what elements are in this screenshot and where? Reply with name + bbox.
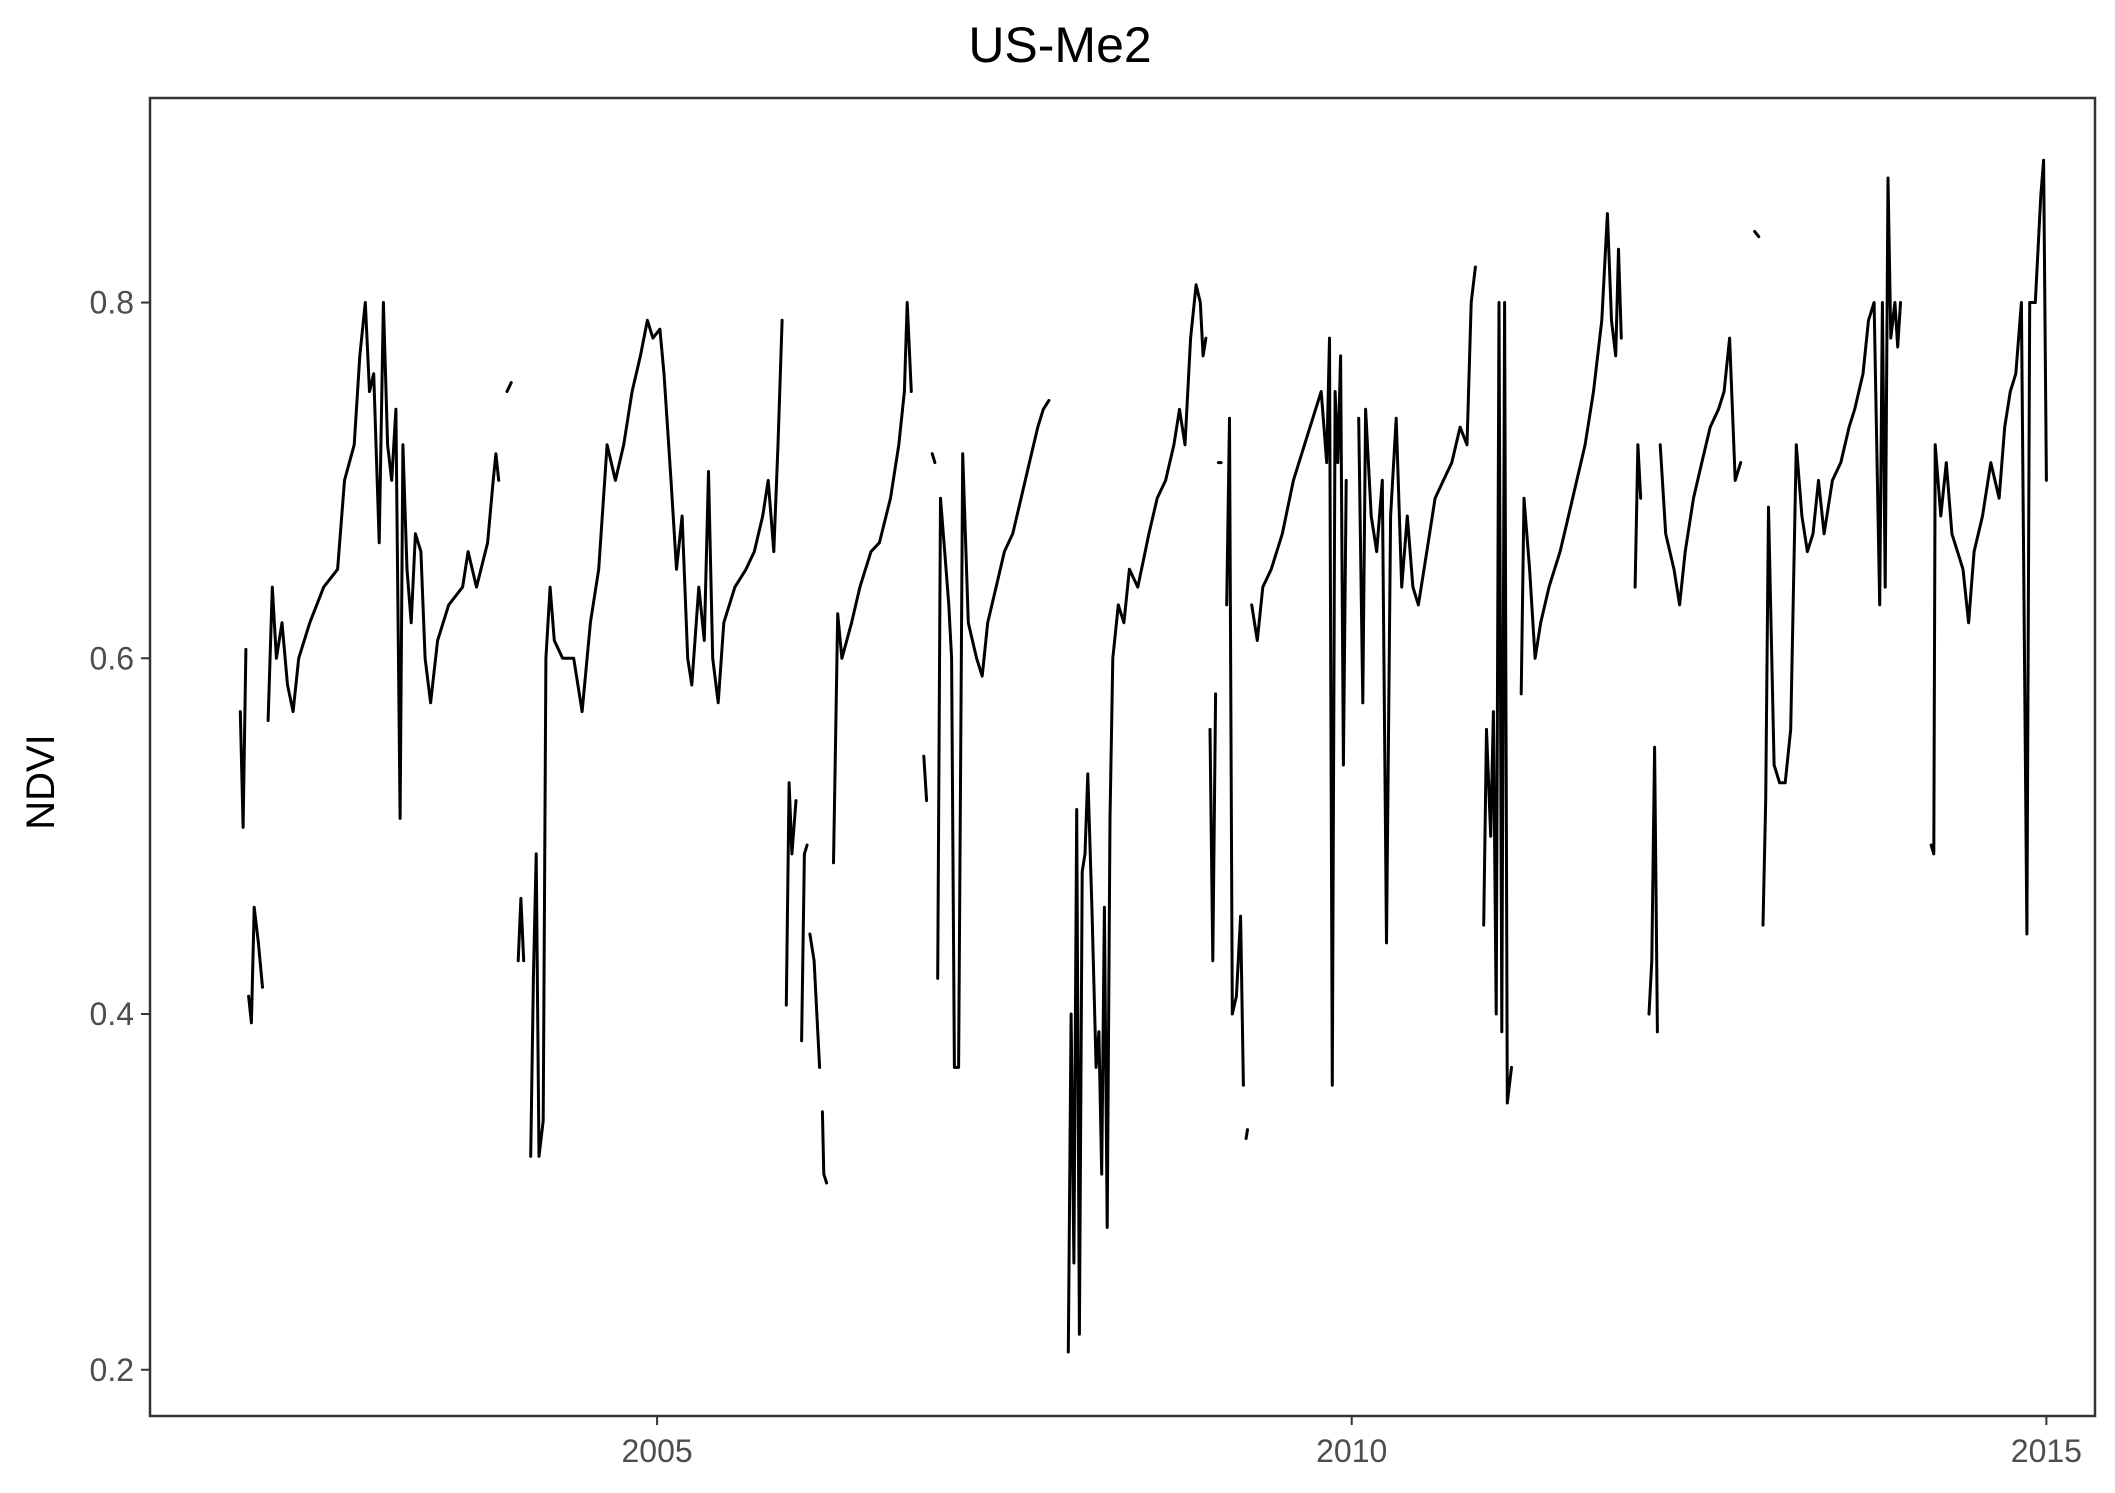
ndvi-line-segment — [247, 905, 264, 1025]
panel-border — [148, 96, 2097, 1418]
x-tick-label: 2015 — [2011, 1433, 2082, 1469]
ndvi-line-segment — [1244, 1128, 1249, 1140]
ndvi-line-segment — [1647, 745, 1659, 1034]
ndvi-line-segment — [808, 932, 822, 1069]
ndvi-line-segment — [1357, 265, 1477, 945]
ndvi-line-segment — [505, 381, 513, 393]
ndvi-line-segment — [936, 398, 1051, 1069]
x-tick-label: 2005 — [621, 1433, 692, 1469]
x-axis: 2005 2010 2015 — [621, 1416, 2082, 1469]
x-tick-label: 2010 — [1316, 1433, 1387, 1469]
ndvi-line-segment — [800, 843, 809, 1043]
ndvi-line-segment — [1658, 336, 1743, 607]
y-tick-label: 0.6 — [90, 640, 134, 676]
ndvi-line-segment — [784, 781, 798, 1007]
y-axis-title: NDVI — [19, 734, 63, 830]
ndvi-line-segment — [529, 318, 784, 1158]
ndvi-line-segment — [1519, 212, 1623, 696]
ndvi-line-segment — [832, 301, 913, 865]
ndvi-line-segment — [1633, 443, 1643, 589]
y-tick-label: 0.8 — [90, 285, 134, 321]
ndvi-line-segment — [930, 452, 937, 465]
ndvi-line-segment — [1066, 283, 1208, 1354]
y-axis: 0.2 0.4 0.6 0.8 — [90, 285, 150, 1388]
ndvi-line-segment — [1761, 176, 1902, 927]
y-tick-label: 0.4 — [90, 996, 134, 1032]
y-tick-label: 0.2 — [90, 1352, 134, 1388]
ndvi-line-segment — [1225, 416, 1245, 1087]
ndvi-line-segment — [1753, 229, 1761, 239]
ndvi-line-segment — [1482, 301, 1513, 1105]
ndvi-line-segment — [516, 896, 526, 963]
ndvi-line-segment — [238, 647, 248, 829]
series-group — [238, 158, 2048, 1354]
ndvi-line-segment — [922, 754, 929, 803]
ndvi-line-segment — [1250, 336, 1348, 1087]
ndvi-line-segment — [1929, 158, 2048, 936]
chart-title: US-Me2 — [968, 17, 1151, 73]
ndvi-line-segment — [1208, 692, 1218, 963]
ndvi-line-segment — [266, 301, 501, 820]
plot-area — [238, 158, 2048, 1354]
ndvi-line-segment — [820, 1110, 829, 1185]
